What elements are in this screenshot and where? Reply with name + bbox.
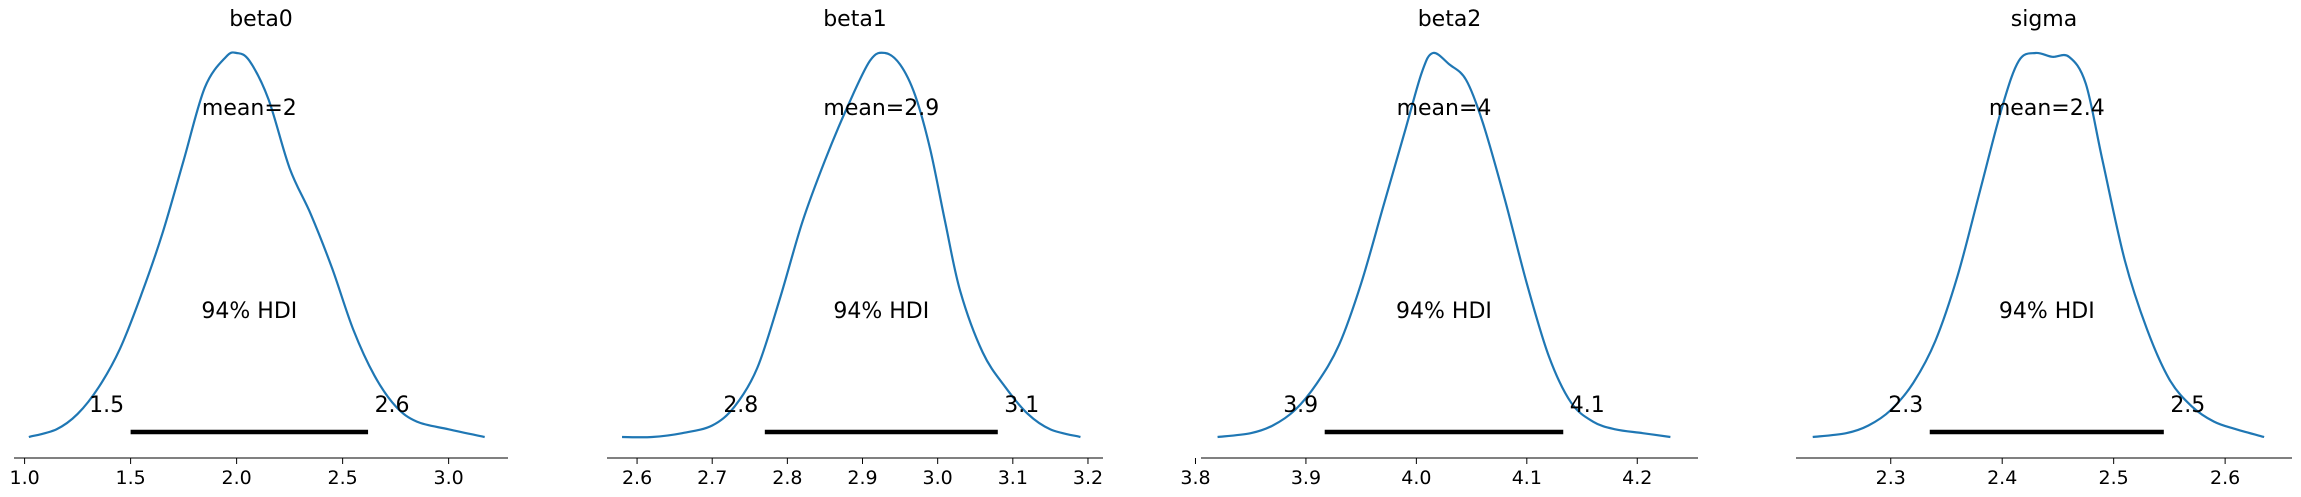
x-tick-label: 4.2 bbox=[1622, 467, 1652, 489]
hdi-low-label: 1.5 bbox=[89, 393, 124, 418]
mean-label: mean=4 bbox=[1397, 96, 1492, 121]
x-tick-label: 2.8 bbox=[772, 467, 802, 489]
density-line bbox=[1812, 51, 2265, 439]
x-tick-label: 3.8 bbox=[1180, 467, 1210, 489]
mean-label: mean=2.9 bbox=[823, 96, 939, 121]
x-tick-label: 1.0 bbox=[9, 467, 39, 489]
x-tick-label: 2.9 bbox=[847, 467, 877, 489]
x-tick-label: 2.6 bbox=[2210, 467, 2240, 489]
panel-title: beta0 bbox=[229, 7, 293, 32]
x-tick-label: 2.7 bbox=[697, 467, 727, 489]
panel-title: sigma bbox=[2011, 7, 2077, 32]
mean-label: mean=2.4 bbox=[1989, 96, 2105, 121]
x-tick-label: 2.6 bbox=[622, 467, 652, 489]
hdi-label: 94% HDI bbox=[201, 299, 297, 324]
x-tick-label: 3.9 bbox=[1291, 467, 1321, 489]
x-tick-label: 4.0 bbox=[1401, 467, 1431, 489]
x-tick-label: 3.0 bbox=[923, 467, 953, 489]
x-tick-label: 2.5 bbox=[2099, 467, 2129, 489]
hdi-high-label: 2.6 bbox=[375, 393, 410, 418]
hdi-low-label: 3.9 bbox=[1283, 393, 1318, 418]
x-tick-label: 3.1 bbox=[998, 467, 1028, 489]
density-line bbox=[622, 51, 1081, 439]
panel-title: beta1 bbox=[823, 7, 887, 32]
hdi-low-label: 2.8 bbox=[723, 393, 758, 418]
mean-label: mean=2 bbox=[202, 96, 297, 121]
hdi-high-label: 4.1 bbox=[1570, 393, 1605, 418]
x-tick-label: 3.0 bbox=[434, 467, 464, 489]
panel-title: beta2 bbox=[1418, 7, 1482, 32]
x-tick-label: 2.3 bbox=[1876, 467, 1906, 489]
x-tick-label: 3.2 bbox=[1073, 467, 1103, 489]
hdi-high-label: 2.5 bbox=[2170, 393, 2205, 418]
density-line bbox=[28, 51, 485, 439]
x-tick-label: 2.5 bbox=[328, 467, 358, 489]
hdi-label: 94% HDI bbox=[1396, 299, 1492, 324]
hdi-low-label: 2.3 bbox=[1888, 393, 1923, 418]
hdi-label: 94% HDI bbox=[1999, 299, 2095, 324]
density-line bbox=[1217, 51, 1671, 439]
x-tick-label: 1.5 bbox=[116, 467, 146, 489]
hdi-label: 94% HDI bbox=[833, 299, 929, 324]
x-tick-label: 2.4 bbox=[1987, 467, 2017, 489]
x-tick-label: 2.0 bbox=[222, 467, 252, 489]
x-tick-label: 4.1 bbox=[1512, 467, 1542, 489]
hdi-high-label: 3.1 bbox=[1004, 393, 1039, 418]
